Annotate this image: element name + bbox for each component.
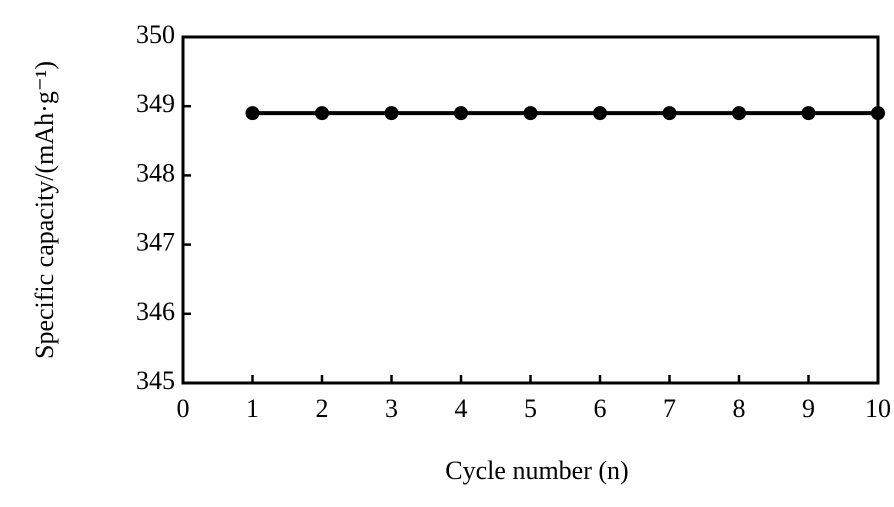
y-tick-label: 348: [136, 158, 175, 187]
x-tick-label: 0: [177, 394, 190, 423]
data-point: [315, 106, 329, 121]
data-point: [662, 106, 677, 121]
data-point: [245, 106, 260, 121]
x-tick-label: 8: [733, 394, 746, 423]
x-tick-label: 1: [246, 394, 259, 423]
x-tick-label: 5: [524, 394, 537, 423]
x-tick-label: 10: [865, 394, 891, 423]
data-point: [732, 106, 746, 121]
y-tick-label: 346: [136, 297, 175, 326]
y-tick-label: 350: [136, 20, 175, 49]
y-tick-label: 349: [136, 89, 175, 118]
x-axis-label: Cycle number (n): [445, 456, 628, 485]
x-tick-label: 4: [455, 394, 468, 423]
y-tick-label: 345: [136, 366, 175, 395]
data-point: [871, 106, 885, 121]
data-point: [384, 106, 399, 121]
x-tick-label: 2: [316, 394, 329, 423]
data-point: [801, 106, 816, 121]
data-point: [454, 106, 468, 121]
x-tick-label: 3: [385, 394, 398, 423]
y-tick-label: 347: [136, 228, 175, 257]
data-point: [523, 106, 538, 121]
y-axis-label: Specific capacity/(mAh·g⁻¹): [30, 61, 59, 359]
x-tick-label: 9: [802, 394, 815, 423]
x-tick-label: 6: [594, 394, 607, 423]
data-point: [593, 106, 607, 121]
plot-frame: [181, 35, 880, 385]
x-tick-label: 7: [663, 394, 676, 423]
